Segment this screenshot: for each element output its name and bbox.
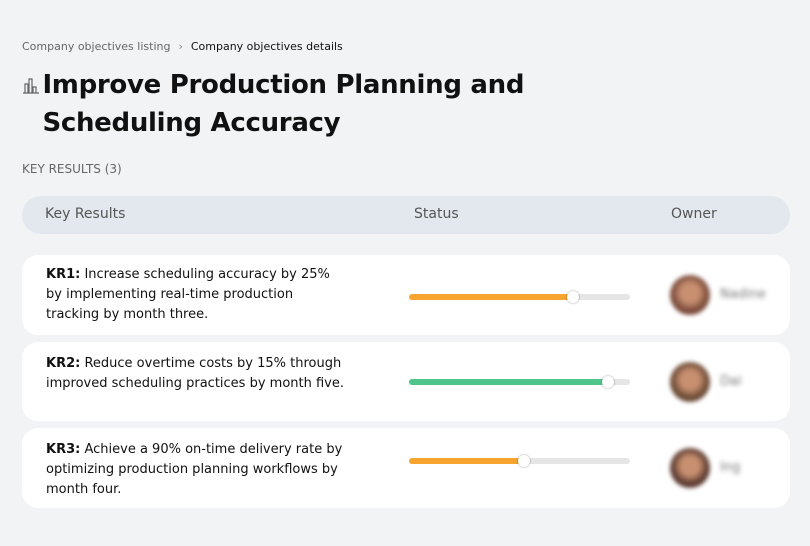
owner-avatar: [670, 275, 710, 315]
header-key-results: Key Results: [45, 206, 126, 222]
progress-knob: [566, 291, 579, 303]
owner-name: Nadine: [720, 287, 766, 302]
progress-knob: [517, 455, 530, 467]
key-result-text: KR2: Reduce overtime costs by 15% throug…: [46, 354, 346, 394]
key-result-id: KR1:: [46, 267, 81, 282]
key-result-row[interactable]: KR2: Reduce overtime costs by 15% throug…: [22, 342, 790, 421]
progress-fill: [409, 294, 573, 300]
section-label: KEY RESULTS (3): [22, 162, 122, 176]
breadcrumb: Company objectives listing › Company obj…: [22, 40, 343, 53]
owner-name: Dai: [720, 373, 742, 389]
header-status: Status: [414, 206, 459, 222]
progress-bar: [409, 455, 630, 467]
breadcrumb-separator: ›: [178, 40, 183, 53]
breadcrumb-current: Company objectives details: [190, 40, 343, 53]
header-owner: Owner: [671, 206, 717, 222]
key-result-description: Increase scheduling accuracy by 25% by i…: [46, 267, 330, 322]
progress-fill: [409, 458, 524, 464]
progress-fill: [409, 379, 608, 385]
key-result-id: KR3:: [46, 442, 81, 457]
key-result-text: KR1: Increase scheduling accuracy by 25%…: [46, 265, 346, 325]
table-header: Key Results Status Owner: [22, 196, 790, 234]
owner-avatar: [670, 361, 710, 402]
owner-name: Ing: [720, 460, 741, 475]
building-chart-icon: [22, 66, 42, 142]
page-title: Improve Production Planning and Scheduli…: [42, 70, 525, 138]
key-result-id: KR2:: [46, 356, 81, 371]
breadcrumb-parent-link[interactable]: Company objectives listing: [22, 40, 171, 53]
progress-knob: [601, 376, 614, 388]
owner-avatar: [670, 448, 710, 488]
key-result-row[interactable]: KR1: Increase scheduling accuracy by 25%…: [22, 255, 790, 335]
progress-bar: [409, 291, 630, 303]
key-result-text: KR3: Achieve a 90% on-time delivery rate…: [46, 440, 346, 500]
page-header: Improve Production Planning and Scheduli…: [22, 66, 662, 142]
key-result-description: Achieve a 90% on-time delivery rate by o…: [46, 442, 343, 497]
key-result-description: Reduce overtime costs by 15% through imp…: [46, 356, 344, 391]
progress-bar: [409, 376, 630, 388]
key-result-row[interactable]: KR3: Achieve a 90% on-time delivery rate…: [22, 428, 790, 508]
